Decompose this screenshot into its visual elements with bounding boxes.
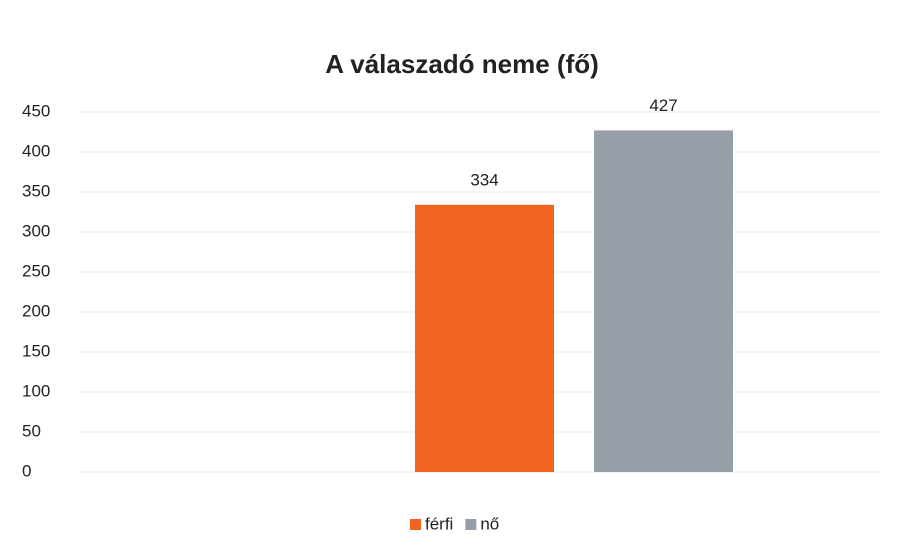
chart-title: A válaszadó neme (fő) [325,49,599,79]
y-tick-label: 50 [22,421,41,440]
y-tick-label: 300 [22,221,50,240]
y-tick-label: 350 [22,181,50,200]
legend-label: nő [480,514,499,533]
y-tick-label: 200 [22,301,50,320]
y-tick-label: 400 [22,141,50,160]
y-tick-label: 0 [22,461,31,480]
data-label: 427 [649,96,677,115]
y-tick-label: 100 [22,381,50,400]
y-tick-label: 250 [22,261,50,280]
bar [415,204,554,473]
y-tick-label: 450 [22,101,50,120]
legend-label: férfi [425,514,453,533]
legend-swatch [465,519,477,530]
y-tick-label: 150 [22,341,50,360]
bar [594,130,733,472]
data-label: 334 [470,170,498,189]
legend-swatch [410,519,421,530]
